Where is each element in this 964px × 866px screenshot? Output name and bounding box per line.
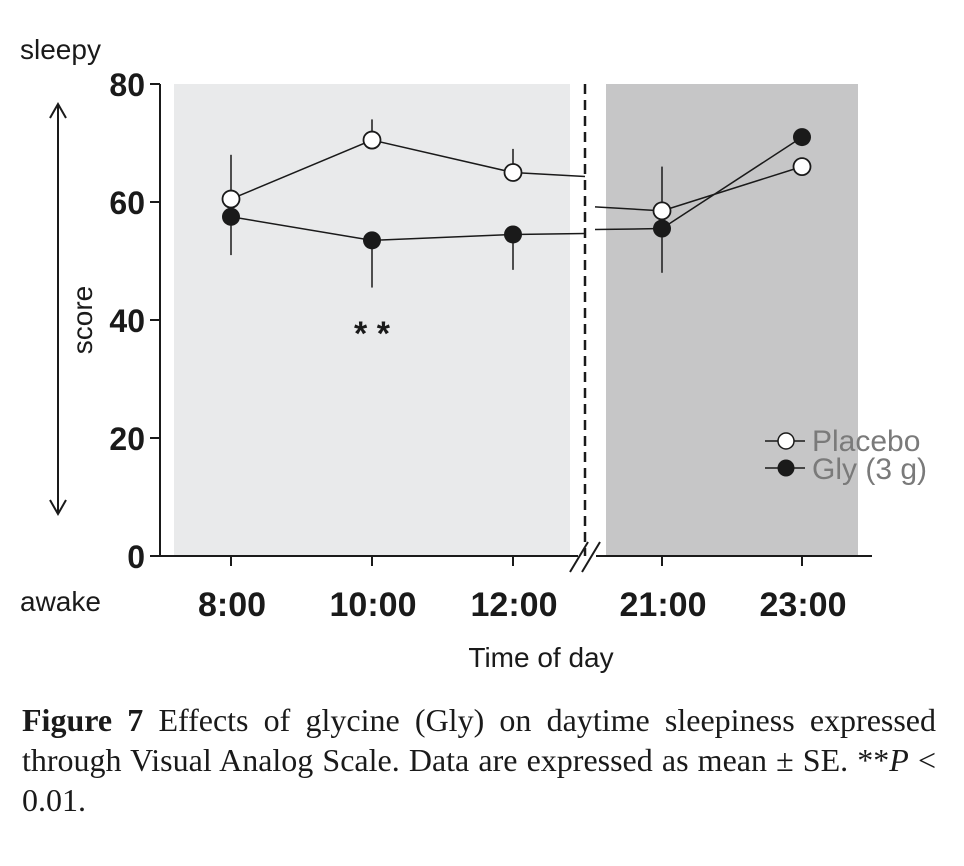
significance-marker: * * bbox=[354, 315, 391, 353]
y-axis-label: score bbox=[67, 286, 98, 354]
series-layer bbox=[221, 119, 812, 288]
x-tick-label: 12:00 bbox=[471, 586, 558, 624]
legend-placebo-label: Placebo bbox=[812, 425, 920, 458]
x-axis-label: Time of day bbox=[468, 642, 613, 673]
y-tick-label: 60 bbox=[109, 185, 145, 221]
p-value-text: < 0.01. bbox=[22, 742, 937, 818]
data-point-gly bbox=[504, 225, 522, 244]
x-tick-label: 21:00 bbox=[620, 586, 707, 624]
series-line-stub bbox=[594, 227, 663, 231]
y-tick-label: 20 bbox=[109, 421, 145, 457]
x-tick-label: 23:00 bbox=[760, 586, 847, 624]
bottom-label-awake: awake bbox=[20, 586, 101, 617]
data-point-gly bbox=[793, 128, 811, 147]
series-line-stub bbox=[594, 206, 663, 212]
figure-caption: Figure 7 Effects of glycine (Gly) on day… bbox=[22, 700, 936, 820]
sleepy-awake-arrow bbox=[49, 101, 67, 517]
legend-gly-marker bbox=[777, 459, 795, 477]
axis-break-mark-1 bbox=[569, 541, 589, 573]
data-point-placebo bbox=[221, 189, 241, 209]
x-tick-label: 8:00 bbox=[198, 586, 266, 624]
p-symbol: P bbox=[889, 742, 909, 778]
series-line bbox=[661, 136, 803, 230]
y-tick-label: 80 bbox=[109, 67, 145, 103]
legend: Placebo Gly (3 g) bbox=[765, 425, 927, 486]
data-point-placebo bbox=[792, 157, 812, 177]
day-shade bbox=[174, 84, 570, 556]
top-label-sleepy: sleepy bbox=[20, 34, 101, 65]
series-line-stub bbox=[512, 171, 586, 178]
caption-text: Effects of glycine (Gly) on daytime slee… bbox=[22, 702, 937, 778]
data-point-gly bbox=[653, 219, 671, 238]
axis-break-mark-2 bbox=[581, 541, 601, 573]
data-point-placebo bbox=[362, 130, 382, 150]
y-tick-label: 0 bbox=[127, 539, 145, 575]
data-point-gly bbox=[222, 207, 240, 226]
series-line-stub bbox=[512, 232, 586, 236]
x-tick-label: 10:00 bbox=[330, 586, 417, 624]
data-point-gly bbox=[363, 231, 381, 250]
legend-gly-label: Gly (3 g) bbox=[812, 453, 927, 486]
chart: 0 20 40 60 80 8:00 10:00 12:00 21:00 23:00 * * s… bbox=[20, 34, 927, 673]
x-ticks: 8:00 10:00 12:00 21:00 23:00 bbox=[198, 556, 847, 624]
night-shade bbox=[606, 84, 858, 556]
y-ticks: 0 20 40 60 80 bbox=[109, 67, 160, 575]
data-point-placebo bbox=[503, 163, 523, 182]
data-point-placebo bbox=[652, 201, 672, 221]
y-tick-label: 40 bbox=[109, 303, 145, 339]
series-line bbox=[661, 165, 803, 212]
legend-placebo-marker bbox=[777, 432, 795, 450]
figure-label: Figure 7 bbox=[22, 702, 144, 738]
